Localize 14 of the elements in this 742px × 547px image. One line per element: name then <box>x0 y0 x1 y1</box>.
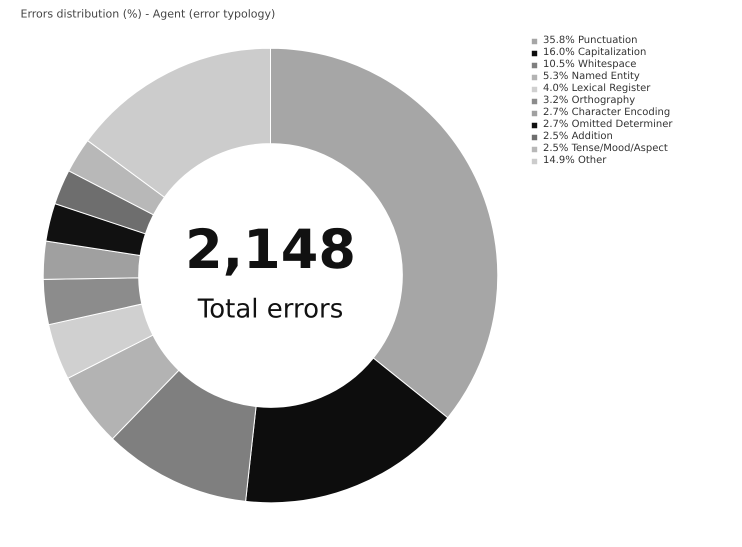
text: Total errors <box>196 294 344 325</box>
legend-label: 10.5% Whitespace <box>543 59 636 70</box>
legend-label: 2.7% Omitted Determiner <box>543 119 672 130</box>
legend-label: 2.7% Character Encoding <box>543 107 670 118</box>
text: 2,148 <box>185 218 356 282</box>
legend-label: 5.3% Named Entity <box>543 71 640 82</box>
legend-label: 14.9% Other <box>543 155 606 166</box>
legend-label: 35.8% Punctuation <box>543 35 638 46</box>
legend-label: 2.5% Addition <box>543 131 613 142</box>
legend-label: 3.2% Orthography <box>543 95 636 106</box>
chart-title: Errors distribution (%) - Agent (error typology) <box>20 8 276 20</box>
legend-label: 16.0% Capitalization <box>543 47 646 58</box>
legend-label: 4.0% Lexical Register <box>543 83 650 94</box>
legend-label: 2.5% Tense/Mood/Aspect <box>543 143 668 154</box>
